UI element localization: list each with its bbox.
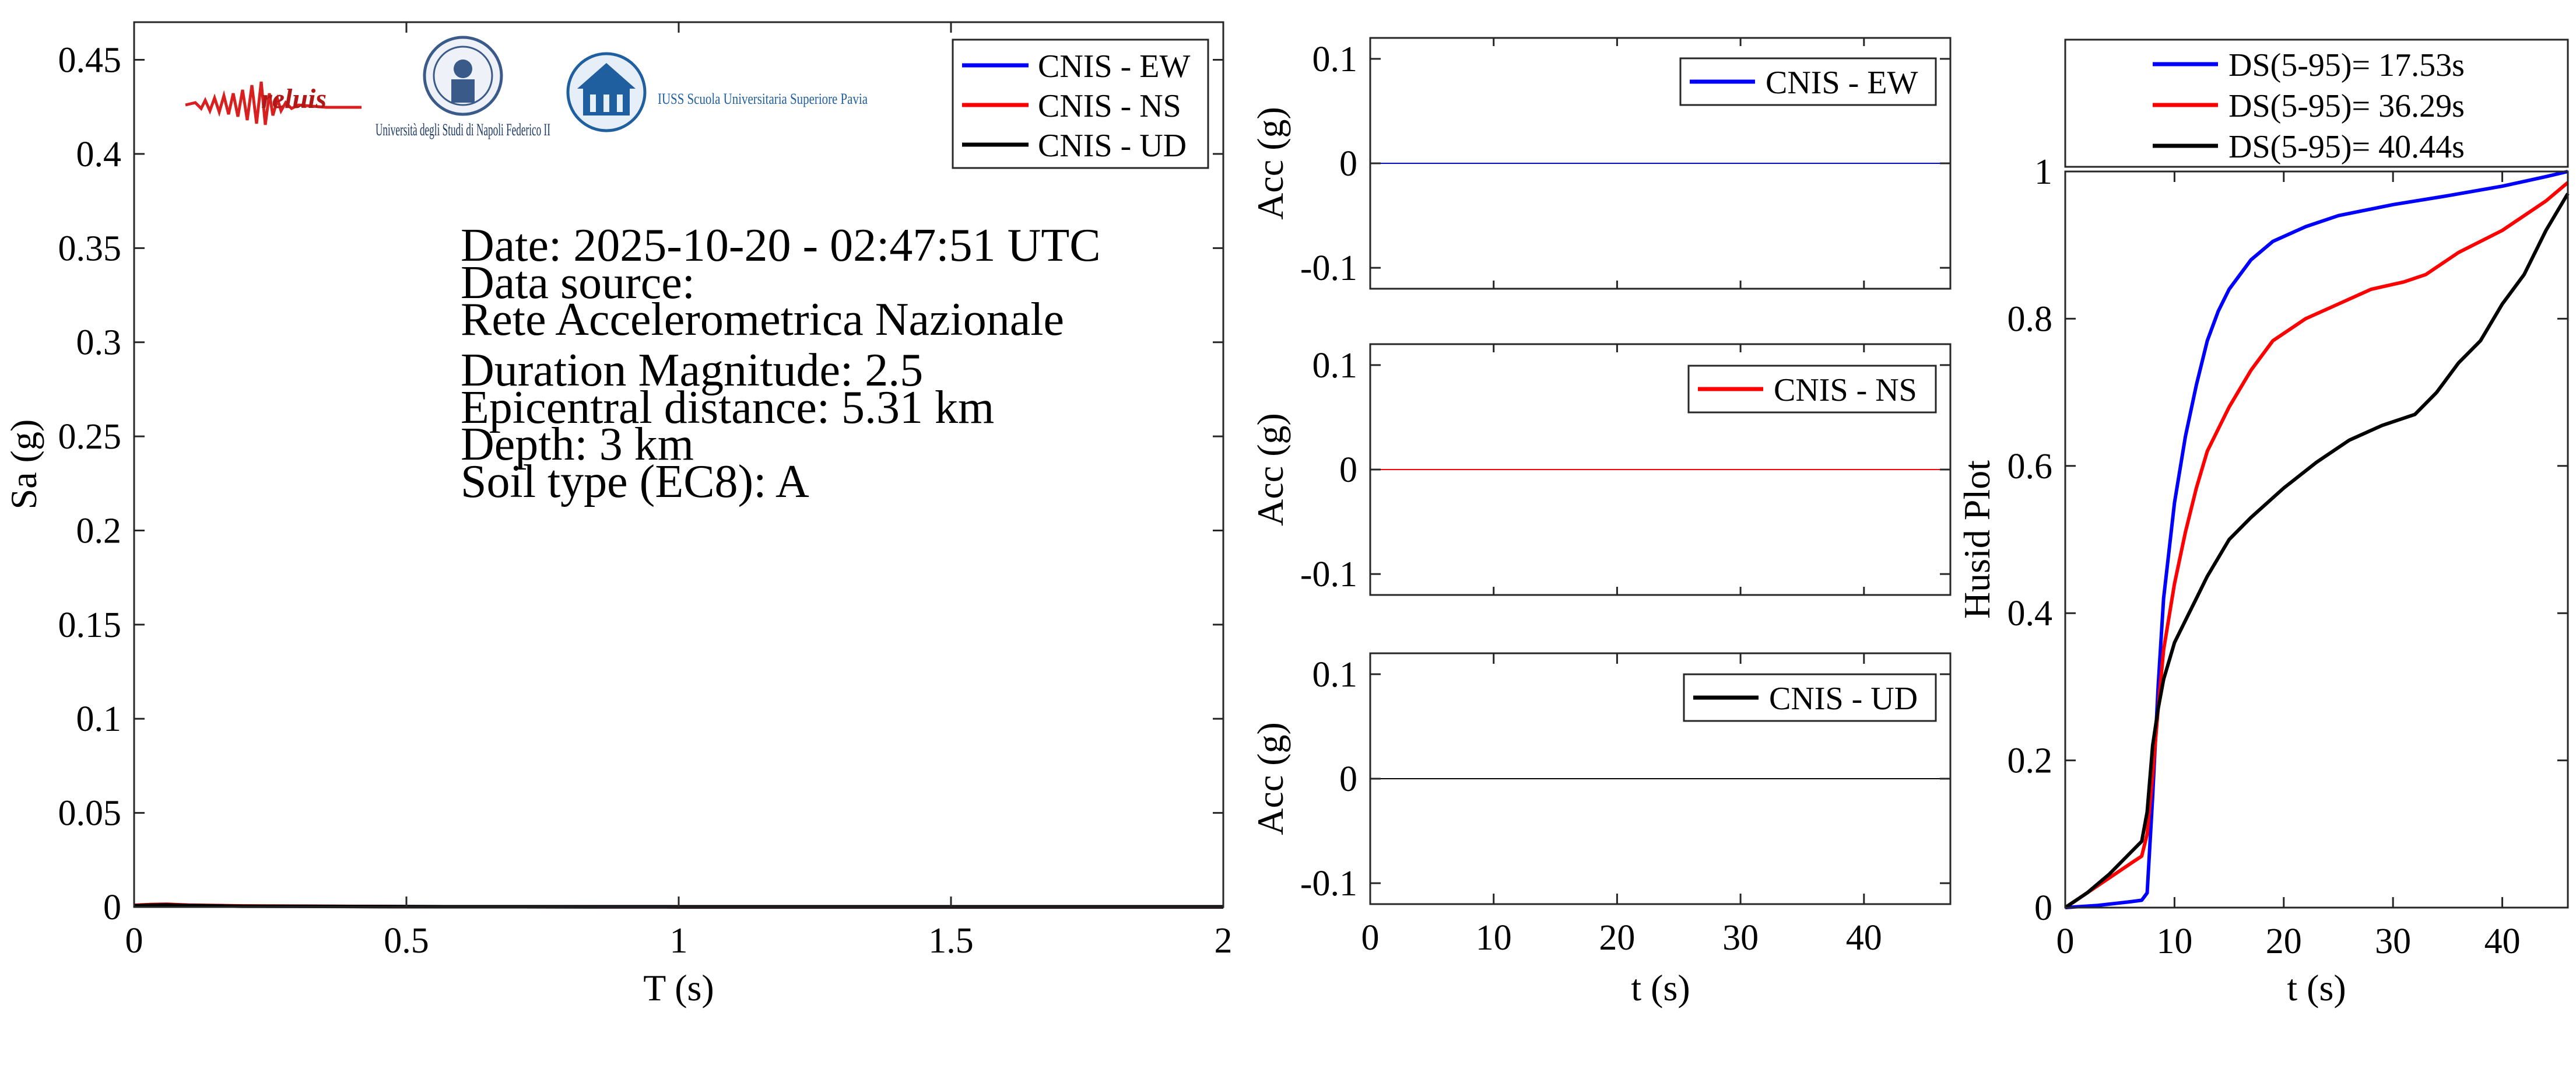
data-source-name: Rete Accelerometrica Nazionale <box>461 294 1064 345</box>
spectrum-y-tick-label: 0.15 <box>58 605 122 645</box>
spectrum-y-tick-label: 0.1 <box>76 699 122 739</box>
husid-y-tick-label: 0.6 <box>2008 447 2053 486</box>
legend-label-ns: CNIS - NS <box>1774 372 1917 408</box>
accelerogram-ud-y-tick-label: 0.1 <box>1312 655 1358 695</box>
spectrum-x-tick-label: 0 <box>125 921 143 961</box>
spectrum-x-ticks: 0 0.5 1 1.5 2 <box>125 22 1233 961</box>
accelerogram-ud-legend: CNIS - UD <box>1683 673 1937 722</box>
iuss-logo-text: IUSS Scuola Universitaria Superiore Pavi… <box>658 90 868 107</box>
husid-x-tick-label: 0 <box>2056 922 2075 961</box>
spectrum-x-tick-label: 0.5 <box>384 921 429 961</box>
legend-label-ds-ud: DS(5-95)= 40.44s <box>2228 129 2465 165</box>
spectrum-x-tick-label: 1.5 <box>928 921 974 961</box>
husid-series-line <box>2065 170 2568 909</box>
legend-label-ud: CNIS - UD <box>1038 128 1187 164</box>
spectrum-y-axis-label: Sa (g) <box>3 419 44 510</box>
accelerogram-ew-y-tick-label: 0 <box>1339 144 1357 184</box>
accelerogram-ud-panel: 0 10 20 30 40 -0.100.1 t (s) Acc (g) CNIS - … <box>1250 652 1952 1009</box>
accelerogram-ew-x-ticks <box>1369 38 1865 289</box>
husid-series-line <box>2064 181 2569 909</box>
event-depth: Depth: 3 km <box>461 419 694 470</box>
accelerogram-ud-x-ticks: 0 10 20 30 40 <box>1361 653 1882 958</box>
husid-x-tick-label: 30 <box>2375 922 2411 961</box>
event-date: Date: 2025-10-20 - 02:47:51 UTC <box>461 220 1101 271</box>
accelerogram-ns-y-tick-label: 0.1 <box>1312 346 1358 386</box>
husid-panel: 0 10 20 30 40 0 0.2 0.4 0.6 0.8 1 t (s) Husid Plo… <box>1956 38 2570 1009</box>
accelerogram-ns-y-axis-label: Acc (g) <box>1250 413 1291 526</box>
legend-label-ds-ew: DS(5-95)= 17.53s <box>2228 47 2465 83</box>
accelerogram-ew-y-tick-label: -0.1 <box>1300 248 1357 288</box>
legend-label-ew: CNIS - EW <box>1766 65 1918 101</box>
accelerogram-ns-y-tick-label: -0.1 <box>1300 555 1357 594</box>
accelerogram-ud-y-tick-label: -0.1 <box>1300 864 1357 904</box>
unina-logo: Università degli Studi di Napoli Federic… <box>375 36 550 139</box>
spectrum-y-tick-label: 0.05 <box>58 794 122 834</box>
spectrum-y-tick-label: 0.45 <box>58 41 122 80</box>
accelerogram-ns-x-ticks <box>1369 344 1865 595</box>
spectrum-y-tick-label: 0.3 <box>76 323 122 363</box>
spectrum-x-tick-label: 1 <box>670 921 688 961</box>
husid-x-tick-label: 40 <box>2484 922 2521 961</box>
accelerogram-ns-panel: -0.1 0 0.1 Acc (g) CNIS - NS <box>1250 343 1952 596</box>
husid-legend: DS(5-95)= 17.53s DS(5-95)= 36.29s DS(5-9… <box>2064 38 2569 168</box>
spectrum-y-tick-label: 0.35 <box>58 229 122 268</box>
unina-logo-text: Università degli Studi di Napoli Federic… <box>375 120 550 139</box>
husid-series-line <box>2064 192 2570 909</box>
accelerogram-ns-y-tick-label: 0 <box>1339 450 1357 490</box>
accelerogram-ew-y-axis-label: Acc (g) <box>1250 107 1291 220</box>
husid-x-tick-label: 20 <box>2266 922 2302 961</box>
accelerogram-ud-x-tick-label: 0 <box>1361 918 1380 958</box>
reluis-logo: reluis <box>185 81 362 125</box>
spectrum-y-tick-label: 0.2 <box>76 511 122 551</box>
event-info-block: Date: 2025-10-20 - 02:47:51 UTC Data sou… <box>461 220 1101 507</box>
accelerogram-ns-y-ticks: -0.1 0 0.1 <box>1300 346 1950 594</box>
accelerogram-ud-y-tick-label: 0 <box>1339 759 1357 799</box>
accelerogram-ud-y-axis-label: Acc (g) <box>1250 722 1291 835</box>
spectrum-y-tick-label: 0.4 <box>76 135 122 174</box>
accelerogram-ud-x-tick-label: 40 <box>1846 918 1882 958</box>
husid-x-ticks: 0 10 20 30 40 <box>2056 171 2521 961</box>
spectrum-y-ticks: 0 0.05 0.1 0.15 0.2 0.25 0.3 0.35 0.4 0.45 <box>58 41 1223 927</box>
accelerogram-ud-x-axis-label: t (s) <box>1631 967 1690 1009</box>
accelerogram-ud-y-ticks: -0.1 0 0.1 <box>1300 655 1950 904</box>
spectrum-panel: 0 0.5 1 1.5 2 00.050.10.150.20.250.30.350.40… <box>3 21 1233 1009</box>
accelerogram-ew-legend: CNIS - EW <box>1679 57 1937 106</box>
husid-y-tick-label: 1 <box>2034 152 2052 192</box>
legend-label-ew: CNIS - EW <box>1038 48 1190 85</box>
husid-y-tick-label: 0.4 <box>2008 594 2053 633</box>
husid-y-tick-label: 0 <box>2034 888 2052 928</box>
reluis-logo-text: reluis <box>261 83 327 114</box>
spectrum-y-tick-label: 0.25 <box>58 417 122 457</box>
husid-y-ticks: 0 0.2 0.4 0.6 0.8 1 <box>2008 152 2568 928</box>
husid-x-tick-label: 10 <box>2156 922 2192 961</box>
accelerogram-ew-panel: -0.1 0 0.1 Acc (g) CNIS - EW <box>1250 37 1952 290</box>
husid-y-tick-label: 0.2 <box>2008 741 2053 781</box>
event-magnitude: Duration Magnitude: 2.5 <box>461 345 923 396</box>
husid-curves <box>2064 170 2570 909</box>
spectrum-x-tick-label: 2 <box>1215 921 1233 961</box>
spectrum-legend: CNIS - EW CNIS - NS CNIS - UD <box>952 38 1209 169</box>
accelerogram-ud-x-tick-label: 30 <box>1722 918 1759 958</box>
spectrum-y-tick-label: 0 <box>103 888 121 927</box>
accelerogram-ns-legend: CNIS - NS <box>1687 365 1937 414</box>
legend-label-ns: CNIS - NS <box>1038 88 1181 124</box>
epicentral-distance: Epicentral distance: 5.31 km <box>461 382 994 433</box>
husid-axes-box <box>2064 170 2569 909</box>
legend-label-ud: CNIS - UD <box>1769 681 1918 717</box>
spectrum-x-axis-label: T (s) <box>643 967 714 1009</box>
accelerogram-ud-x-tick-label: 20 <box>1599 918 1635 958</box>
husid-y-tick-label: 0.8 <box>2008 299 2053 339</box>
husid-x-axis-label: t (s) <box>2287 967 2346 1009</box>
accelerogram-ew-y-ticks: -0.1 0 0.1 <box>1300 40 1950 288</box>
accelerogram-ud-x-tick-label: 10 <box>1476 918 1512 958</box>
accelerogram-ew-y-tick-label: 0.1 <box>1312 40 1358 79</box>
iuss-logo: IUSS Scuola Universitaria Superiore Pavi… <box>566 52 868 132</box>
husid-y-axis-label: Husid Plot <box>1956 460 1998 619</box>
data-source-label: Data source: <box>461 257 695 309</box>
soil-type: Soil type (EC8): A <box>461 456 809 507</box>
legend-label-ds-ns: DS(5-95)= 36.29s <box>2228 88 2465 124</box>
